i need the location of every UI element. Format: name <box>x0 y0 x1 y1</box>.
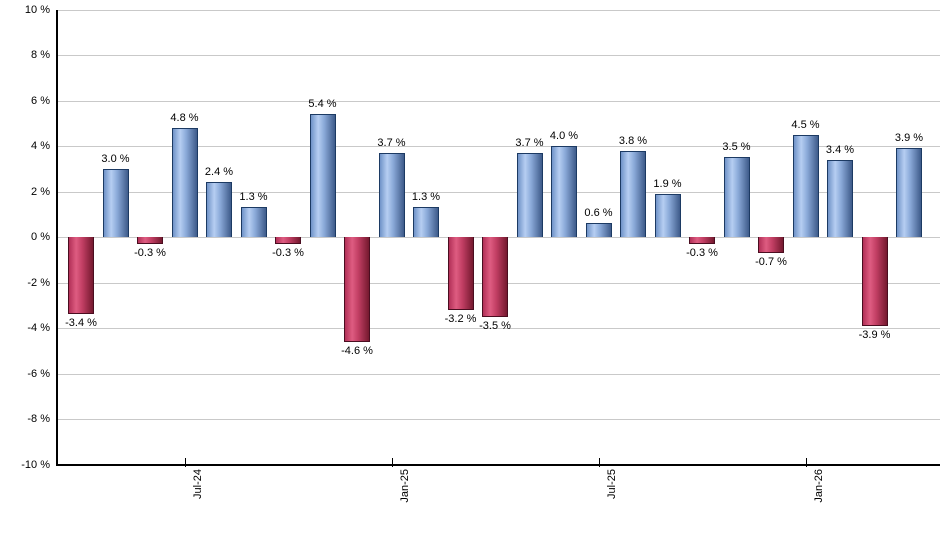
x-tick-label: Jan-25 <box>398 469 411 503</box>
y-gridline <box>56 191 940 193</box>
y-tick-label: 6 % <box>31 94 50 107</box>
y-tick-label: -2 % <box>27 276 50 289</box>
bar-value-label: 2.4 % <box>204 166 234 179</box>
bar-value-label: 3.0 % <box>101 152 130 165</box>
x-tick-label: Jan-26 <box>812 469 825 503</box>
y-gridline <box>56 55 940 56</box>
positive-return-bar <box>827 159 853 237</box>
positive-return-bar <box>102 168 129 237</box>
positive-return-bar <box>620 150 646 237</box>
positive-return-bar <box>896 148 922 237</box>
y-tick-label: 4 % <box>31 140 50 152</box>
bar-value-label: 0.6 % <box>584 207 613 220</box>
positive-return-bar <box>378 152 405 237</box>
bar-value-label: 3.9 % <box>894 132 924 145</box>
positive-return-bar <box>654 193 681 237</box>
bar-value-label: 5.4 % <box>308 98 337 111</box>
y-gridline <box>56 146 940 147</box>
positive-return-bar <box>723 157 750 237</box>
negative-return-bar <box>275 237 301 244</box>
bar-value-label: -3.4 % <box>65 317 97 330</box>
negative-return-bar <box>861 237 888 326</box>
positive-return-bar <box>585 223 612 237</box>
x-tick <box>184 458 186 467</box>
bar-value-label: 3.7 % <box>377 136 406 149</box>
bar-value-label: -3.5 % <box>479 319 511 332</box>
bar-value-label: -0.3 % <box>272 246 304 259</box>
y-gridline <box>56 419 940 420</box>
y-tick-label: 0 % <box>31 231 50 243</box>
bar-value-label: 4.5 % <box>791 118 820 131</box>
negative-return-bar <box>758 237 784 253</box>
x-tick <box>598 458 600 467</box>
positive-return-bar <box>171 127 198 237</box>
bar-value-label: 4.0 % <box>549 130 579 142</box>
y-tick-label: 2 % <box>31 185 50 198</box>
y-tick-label: -4 % <box>27 322 50 334</box>
bar-value-label: 4.8 % <box>170 111 199 124</box>
bar-value-label: 3.4 % <box>825 143 855 156</box>
x-tick <box>805 458 807 467</box>
bar-value-label: 1.3 % <box>411 191 441 204</box>
negative-return-bar <box>344 237 370 342</box>
positive-return-bar <box>309 114 336 237</box>
y-tick-label: 10 % <box>24 3 50 16</box>
y-gridline <box>56 328 940 329</box>
positive-return-bar <box>551 146 577 237</box>
positive-return-bar <box>240 207 267 237</box>
negative-return-bar <box>689 237 715 244</box>
bar-value-label: -3.2 % <box>444 312 477 325</box>
y-tick-label: -6 % <box>27 367 50 380</box>
bar-value-label: 3.5 % <box>722 141 751 154</box>
bar-value-label: 3.8 % <box>618 134 648 147</box>
x-axis <box>56 464 940 466</box>
negative-return-bar <box>482 237 508 317</box>
bar-value-label: -0.3 % <box>134 246 166 259</box>
y-gridline <box>56 9 940 11</box>
y-tick-label: -8 % <box>27 413 50 425</box>
x-tick-label: Jul-24 <box>191 469 204 499</box>
negative-return-bar <box>137 237 163 244</box>
negative-return-bar <box>68 237 94 315</box>
y-gridline <box>56 100 940 102</box>
y-axis <box>56 10 58 466</box>
x-tick <box>391 458 393 467</box>
positive-return-bar <box>206 182 232 237</box>
positive-return-bar <box>516 152 543 237</box>
x-tick-label: Jul-25 <box>605 469 618 499</box>
bar-value-label: -4.6 % <box>341 344 373 357</box>
bar-value-label: 1.3 % <box>239 191 268 204</box>
bar-value-label: -3.9 % <box>858 328 891 341</box>
bar-value-label: -0.7 % <box>755 255 787 268</box>
positive-return-bar <box>792 134 819 237</box>
positive-return-bar <box>413 207 439 237</box>
bar-value-label: -0.3 % <box>686 246 718 259</box>
y-tick-label: -10 % <box>21 458 50 471</box>
y-tick-label: 8 % <box>31 49 50 61</box>
bar-value-label: 1.9 % <box>653 177 682 190</box>
y-gridline <box>56 373 940 375</box>
bar-value-label: 3.7 % <box>515 136 544 149</box>
negative-return-bar <box>447 237 474 310</box>
